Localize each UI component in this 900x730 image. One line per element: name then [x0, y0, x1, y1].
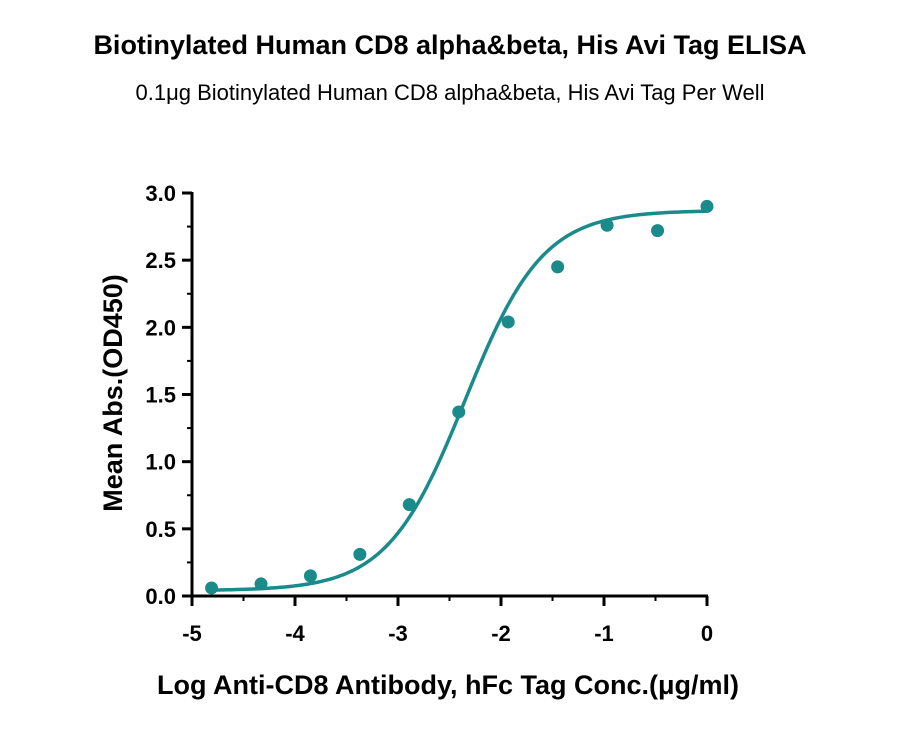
y-tick-label: 3.0	[145, 181, 176, 206]
data-point	[700, 199, 714, 213]
y-tick-label: 2.5	[145, 248, 176, 273]
data-point	[353, 547, 367, 561]
x-tick-label: -2	[491, 621, 511, 646]
x-tick-label: -5	[182, 621, 202, 646]
fit-curve	[211, 209, 708, 592]
data-point	[501, 315, 515, 329]
y-axis-label: Mean Abs.(OD450)	[98, 274, 128, 512]
x-tick-label: 0	[701, 621, 713, 646]
x-tick-label: -1	[594, 621, 614, 646]
x-axis-label: Log Anti-CD8 Antibody, hFc Tag Conc.(μg/…	[157, 670, 739, 700]
fit-curve-group	[211, 209, 708, 592]
chart-subtitle: 0.1μg Biotinylated Human CD8 alpha&beta,…	[135, 80, 765, 105]
y-tick-label: 0.5	[145, 517, 176, 542]
data-point	[254, 577, 268, 591]
data-points	[205, 199, 714, 595]
x-tick-label: -3	[388, 621, 408, 646]
y-tick-label: 1.0	[145, 450, 176, 475]
y-tick-label: 1.5	[145, 383, 176, 408]
y-tick-label: 2.0	[145, 315, 176, 340]
y-tick-label: 0.0	[145, 584, 176, 609]
chart-title: Biotinylated Human CD8 alpha&beta, His A…	[93, 30, 807, 60]
data-point	[452, 405, 466, 419]
data-point	[651, 224, 665, 238]
data-point	[303, 569, 317, 583]
data-point	[551, 260, 565, 274]
x-tick-label: -4	[285, 621, 305, 646]
data-point	[600, 218, 614, 232]
data-point	[205, 581, 219, 595]
axes: 0.0 0.5 1.0 1.5 2.0 2.5 3.0 -5 -4 -3 -2 -1 0	[145, 181, 713, 646]
data-point	[402, 498, 416, 512]
